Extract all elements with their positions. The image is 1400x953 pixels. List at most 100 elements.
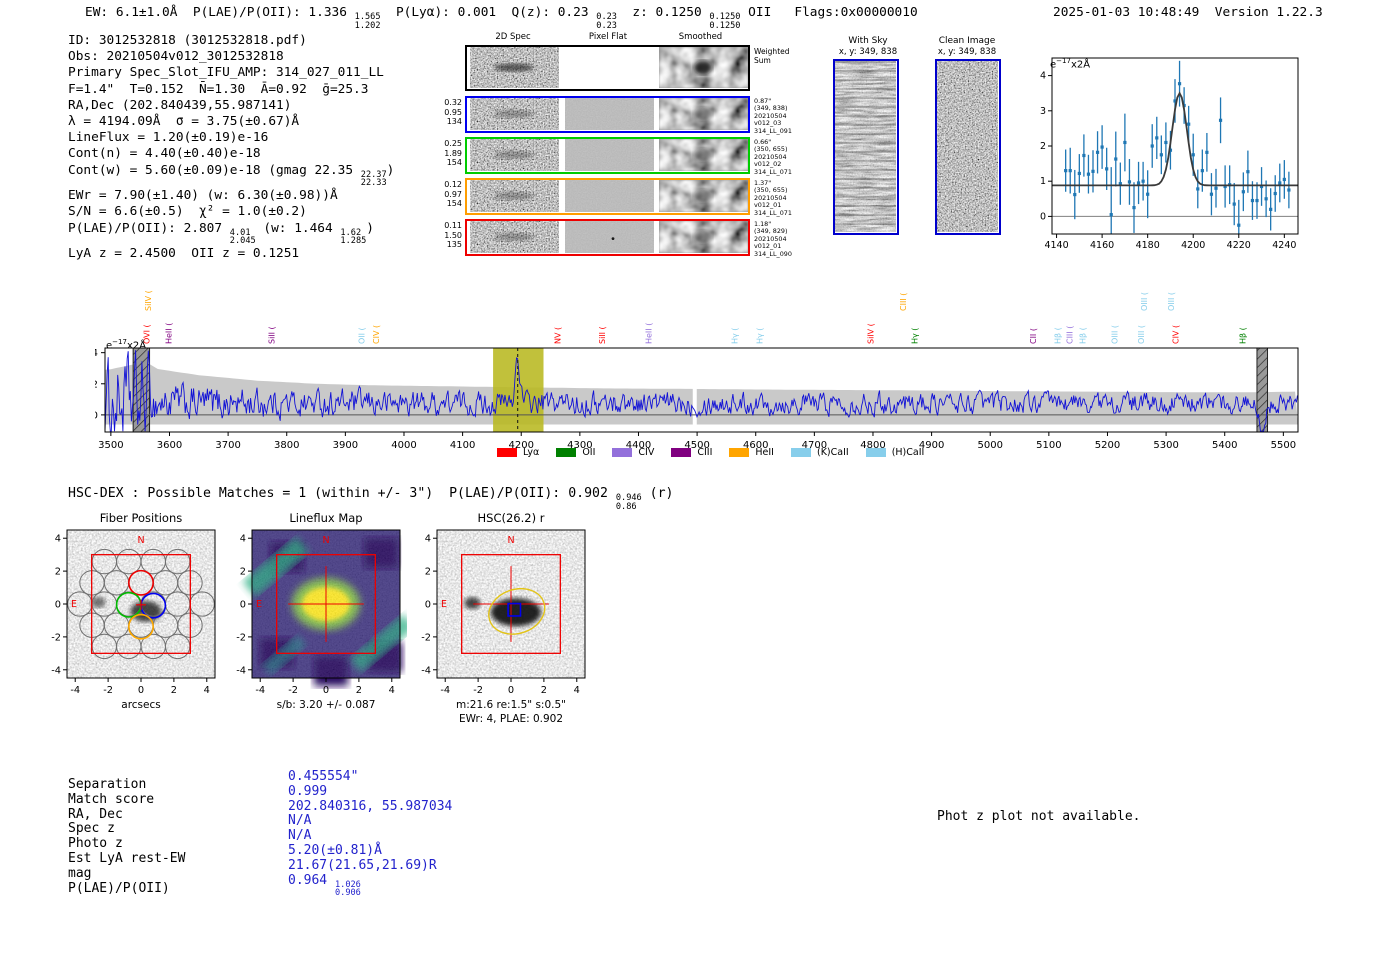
text-segment: LyA z = 2.4500 OII z = 0.1251 xyxy=(68,246,300,262)
svg-text:-2: -2 xyxy=(288,685,298,696)
legend-label: CIV xyxy=(638,447,655,458)
match-table-row-label: Spec z xyxy=(68,821,115,837)
svg-text:4200: 4200 xyxy=(509,440,534,451)
spec2d-row-left-labels: 0.11 1.50 135 xyxy=(444,221,462,249)
spec2d-row xyxy=(465,96,750,133)
emission-line-label: HeII ( xyxy=(645,323,654,344)
cutout-title: HSC(26.2) r xyxy=(478,511,545,525)
spec2d-smooth-image xyxy=(659,180,748,212)
svg-text:4300: 4300 xyxy=(567,440,592,451)
info-line: RA,Dec (202.840439,55.987141) xyxy=(68,98,394,114)
spec2d-row xyxy=(465,178,750,215)
emission-line-label: CIV ( xyxy=(372,325,381,344)
svg-text:4140: 4140 xyxy=(1044,240,1068,250)
cutout-title: Fiber Positions xyxy=(100,511,183,525)
spec2d-row-right-labels: 1.18" (349, 829) 20210504 v012_01 314_LL_090 xyxy=(754,220,792,258)
text-segment: ) xyxy=(366,220,375,236)
svg-text:4800: 4800 xyxy=(860,440,885,451)
timestamp-version: 2025-01-03 10:48:49 Version 1.22.3 xyxy=(1053,5,1323,20)
spec2d-spec-image xyxy=(470,221,559,253)
cutout-xlabel2: EWr: 4, PLAE: 0.902 xyxy=(459,713,563,725)
svg-text:5400: 5400 xyxy=(1212,440,1237,451)
svg-text:2: 2 xyxy=(240,567,246,578)
match-table-labels: Separation Match score RA, Dec Spec z Photo … xyxy=(68,777,185,896)
text-segment: N/A xyxy=(288,828,312,844)
clean-image-title: Clean Image x, y: 349, 838 xyxy=(922,36,1012,58)
line-fit-zoom-plot: 4140 4160 4180 4200 4220 4240 0 1 2 3 4 xyxy=(1040,57,1299,250)
text-segment: S/N = 6.6(±0.5) χ² = 1.0(±0.2) xyxy=(68,204,307,220)
stacked-fraction: 1.62 1.285 xyxy=(340,227,367,247)
legend-item: OII xyxy=(556,447,595,458)
spec2d-row xyxy=(465,45,750,91)
text-segment: 5.20(±0.81)Å xyxy=(288,842,382,858)
svg-text:5100: 5100 xyxy=(1036,440,1061,451)
text-segment: LineFlux = 1.20(±0.19)e-16 xyxy=(68,130,269,146)
stacked-fraction: 22.37 22.33 xyxy=(360,169,387,189)
col-header-2d-spec: 2D Spec xyxy=(495,32,531,42)
info-line: LineFlux = 1.20(±0.19)e-16 xyxy=(68,130,394,146)
col-header-pixel-flat: Pixel Flat xyxy=(588,32,628,42)
svg-text:4: 4 xyxy=(389,685,395,696)
spec2d-row xyxy=(465,137,750,174)
svg-text:2: 2 xyxy=(1040,141,1046,152)
legend-item: CIV xyxy=(612,447,654,458)
info-line: S/N = 6.6(±0.5) χ² = 1.0(±0.2) xyxy=(68,204,394,220)
spec2d-flat-image xyxy=(565,180,654,212)
svg-text:-4: -4 xyxy=(70,685,80,696)
info-line: Primary Spec_Slot_IFU_AMP: 314_027_011_L… xyxy=(68,65,394,81)
clean-image-title-line1: Clean Image xyxy=(938,36,996,46)
spec2d-flat-image xyxy=(565,139,654,171)
hsc-r-cutout: HSC(26.2) r -4 -4 -2 -2 0 0 2 2 4 4 m:21.6 re:1.5" … xyxy=(421,511,586,725)
text-segment: 0.455554" xyxy=(288,769,359,784)
spec2d-row-left-labels: 0.12 0.97 154 xyxy=(444,180,462,208)
spec2d-spec-image xyxy=(470,180,559,212)
svg-text:-2: -2 xyxy=(236,632,246,643)
svg-text:3900: 3900 xyxy=(333,440,358,451)
svg-text:2: 2 xyxy=(95,379,98,390)
info-line: Obs: 20210504v012_3012532818 xyxy=(68,49,394,65)
emission-line-label: Hβ ( xyxy=(1238,327,1247,344)
with-sky-banding xyxy=(835,61,896,232)
info-line: λ = 4194.09Å σ = 3.75(±0.67)Å xyxy=(68,114,394,130)
match-table-row-value: 0.964 1.026 0.906 xyxy=(288,873,452,899)
legend-swatch xyxy=(612,448,633,457)
with-sky-title-line1: With Sky xyxy=(848,36,888,46)
svg-text:2: 2 xyxy=(541,685,547,696)
svg-text:2: 2 xyxy=(356,685,362,696)
match-table-values: 0.455554" 0.999 202.840316, 55.987034 N/A N/… xyxy=(288,769,453,899)
emission-line-label: OIII ( xyxy=(1140,292,1149,311)
legend-label: OII xyxy=(582,447,596,458)
text-segment: 202.840316, 55.987034 xyxy=(288,798,453,814)
text-segment: 0.999 xyxy=(288,783,328,799)
info-line: EWr = 7.90(±1.40) (w: 6.30(±0.98))Å xyxy=(68,188,394,204)
svg-text:4400: 4400 xyxy=(626,440,651,451)
spec2d-flat-image xyxy=(565,98,654,130)
spec2d-spec-image xyxy=(470,139,559,171)
clean-image-noise xyxy=(937,61,998,232)
text-segment: EW: 6.1±1.0Å P(LAE)/P(OII): 1.336 xyxy=(85,5,355,20)
svg-text:-2: -2 xyxy=(103,685,113,696)
emission-line-label: CIII ( xyxy=(899,293,908,311)
info-line: Cont(w) = 5.60(±0.09)e-18 (gmag 22.35 22… xyxy=(68,163,394,189)
text-segment: Primary Spec_Slot_IFU_AMP: 314_027_011_L… xyxy=(68,65,384,81)
match-table-row-value: 0.455554" xyxy=(288,769,452,785)
east-label: E xyxy=(441,599,447,610)
text-segment: P(Lyα): 0.001 Q(z): 0.23 xyxy=(380,5,597,20)
text-segment: Obs: 20210504v012_3012532818 xyxy=(68,49,284,65)
emission-line-label: NV ( xyxy=(554,327,563,344)
svg-text:4: 4 xyxy=(1040,71,1046,82)
main-plot-unit-label: e−17x2Å xyxy=(106,338,147,352)
with-sky-noise xyxy=(835,61,896,232)
spec2d-smooth-image xyxy=(659,221,748,253)
svg-text:5500: 5500 xyxy=(1271,440,1296,451)
stacked-fraction: 0.946 0.86 xyxy=(615,493,642,512)
emission-line-label: Hβ ( xyxy=(1054,327,1063,344)
svg-text:-4: -4 xyxy=(255,685,265,696)
svg-text:0: 0 xyxy=(425,600,431,611)
text-segment: ID: 3012532818 (3012532818.pdf) xyxy=(68,33,307,48)
text-segment: P(LAE)/P(OII): 2.807 xyxy=(68,220,230,236)
legend-swatch xyxy=(729,448,750,457)
stacked-fraction: 0.1250 0.1250 xyxy=(709,12,741,31)
match-table-row-value: 0.999 xyxy=(288,783,452,800)
text-segment: ) xyxy=(386,162,395,178)
